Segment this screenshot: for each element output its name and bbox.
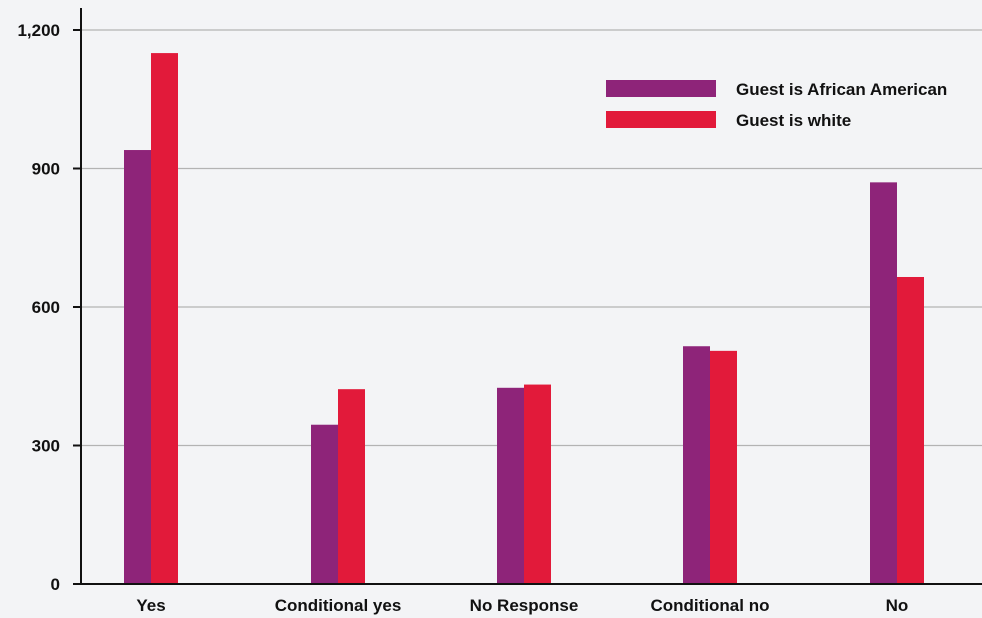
bar-african-american-3 — [683, 346, 710, 584]
x-category-label: Conditional yes — [275, 596, 402, 615]
legend-label: Guest is white — [736, 111, 851, 130]
y-tick-label: 300 — [32, 437, 60, 456]
bar-african-american-0 — [124, 150, 151, 585]
bar-white-2 — [524, 384, 551, 584]
y-tick-label: 600 — [32, 298, 60, 317]
y-tick-labels: 0 300 600 900 1,200 — [17, 21, 60, 594]
bar-white-1 — [338, 389, 365, 584]
x-category-label: Yes — [136, 596, 165, 615]
y-tick-label: 1,200 — [17, 21, 60, 40]
bar-african-american-1 — [311, 424, 338, 584]
x-category-labels: Yes Conditional yes No Response Conditional… — [136, 596, 908, 615]
legend: Guest is African American Guest is white — [606, 80, 947, 130]
y-tick-label: 0 — [51, 575, 60, 594]
bar-white-4 — [897, 276, 924, 584]
axes — [73, 8, 982, 585]
legend-label: Guest is African American — [736, 80, 947, 99]
bars — [124, 53, 924, 585]
bar-african-american-2 — [497, 387, 524, 584]
bar-african-american-4 — [870, 182, 897, 584]
y-tick-label: 900 — [32, 160, 60, 179]
x-category-label: No Response — [470, 596, 579, 615]
x-category-label: No — [886, 596, 909, 615]
bar-white-3 — [710, 350, 737, 584]
bar-white-0 — [151, 53, 178, 585]
x-category-label: Conditional no — [651, 596, 770, 615]
legend-swatch — [606, 111, 716, 128]
legend-swatch — [606, 80, 716, 97]
